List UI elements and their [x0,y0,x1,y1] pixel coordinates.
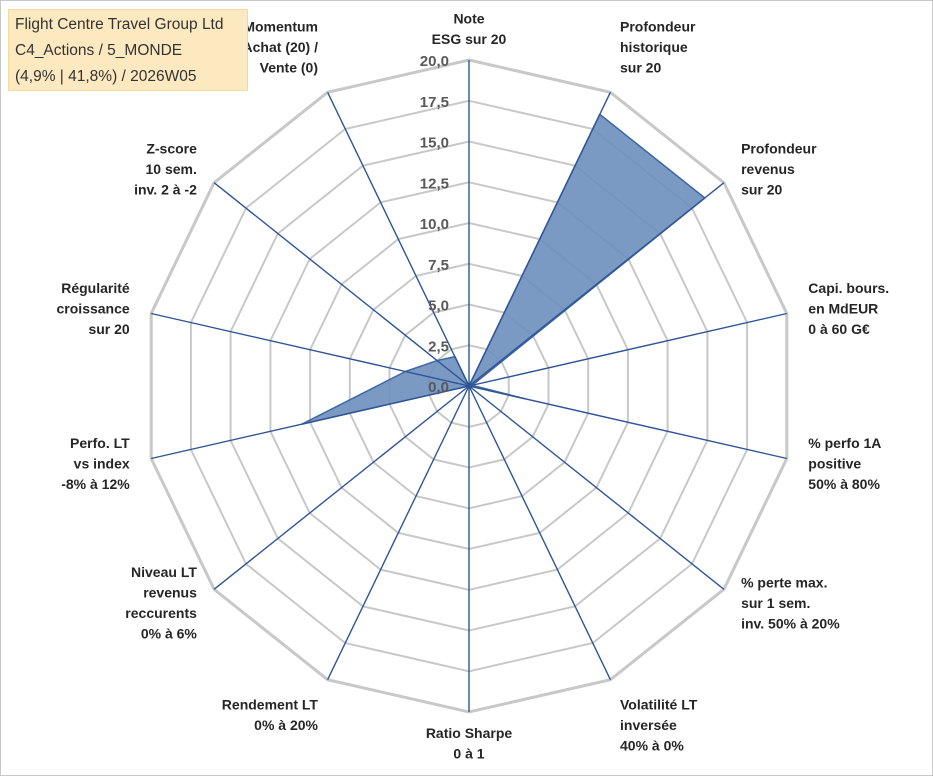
tick-label: 15,0 [420,135,449,152]
axis-label-line: Z-score [146,141,197,157]
axis-label-line: Perfo. LT [70,435,130,451]
axis-label: Note ESG sur 20 [432,11,507,48]
axis-label-line: revenus [741,161,795,177]
axis-label-line: sur 20 [620,60,661,76]
tick-label: 12,5 [420,175,449,192]
axis-label: % perte max. sur 1 sem. inv. 50% à 20% [741,575,840,632]
axis-label-line: Rendement LT [222,697,319,713]
radar-axis-labels: Note ESG sur 20 Profondeur historique sur 20… [57,11,890,762]
axis-label-line: Note [453,11,484,27]
axis-label-line: sur 1 sem. [741,595,810,611]
axis-label-line: croissance [57,301,130,317]
tick-label: 7,5 [428,257,449,274]
axis-label-line: inv. 50% à 20% [741,616,840,632]
portfolio-category: C4_Actions / 5_MONDE [15,42,183,59]
tick-label: 0,0 [428,379,449,396]
axis-label: Régularité croissance sur 20 [57,280,130,337]
axis-spoke [151,385,470,460]
axis-label: % perfo 1A positive 50% à 80% [808,435,881,492]
radar-axes [151,60,787,712]
axis-label-line: sur 20 [88,321,129,337]
axis-label-line: 0 à 60 G€ [808,321,870,337]
axis-label: Z-score 10 sem. inv. 2 à -2 [134,141,197,198]
axis-spoke [468,385,787,460]
axis-label: Perfo. LT vs index -8% à 12% [61,435,130,492]
axis-label-line: Volatilité LT [620,697,698,713]
axis-label-line: vs index [74,455,130,471]
radar-tick-labels: 0,0 2,5 5,0 7,5 10,0 12,5 15,0 17,5 20,0 [420,53,449,396]
axis-label: Momentum Achat (20) / Vente (0) [243,19,319,76]
axis-label-line: 0% à 20% [254,717,318,733]
axis-label-line: ESG sur 20 [432,31,507,47]
axis-label-line: Ratio Sharpe [426,725,513,741]
axis-label-line: 40% à 0% [620,738,684,754]
company-name: Flight Centre Travel Group Ltd [15,16,224,33]
axis-label: Ratio Sharpe 0 à 1 [426,725,513,762]
axis-spoke [468,312,787,387]
axis-spoke [468,182,725,387]
axis-label-line: % perte max. [741,575,827,591]
axis-label-line: positive [808,455,861,471]
axis-label-line: en MdEUR [808,301,878,317]
axis-label-line: Capi. bours. [808,280,889,296]
axis-label-line: Momentum [243,19,318,35]
tick-label: 20,0 [420,53,449,70]
axis-label: Profondeur revenus sur 20 [741,141,817,198]
axis-label-line: -8% à 12% [61,476,130,492]
axis-spoke [468,385,725,590]
axis-label-line: Achat (20) / [243,39,319,55]
axis-label-line: Profondeur [741,141,817,157]
axis-label-line: revenus [143,585,197,601]
axis-label-line: historique [620,39,688,55]
axis-label-line: 0% à 6% [141,626,198,642]
tick-label: 5,0 [428,298,449,315]
axis-label: Profondeur historique sur 20 [620,19,696,76]
axis-label-line: Niveau LT [131,564,197,580]
axis-label-line: reccurents [125,605,197,621]
axis-spoke [326,385,470,681]
axis-spoke [468,91,612,387]
axis-spoke [213,182,470,387]
axis-label-line: 50% à 80% [808,476,880,492]
axis-label-line: 0 à 1 [453,746,484,762]
axis-label-line: sur 20 [741,182,782,198]
axis-label-line: % perfo 1A [808,435,881,451]
axis-spoke [151,312,470,387]
axis-label-line: 10 sem. [146,161,197,177]
axis-label: Volatilité LT inversée 40% à 0% [620,697,698,754]
axis-label: Capi. bours. en MdEUR 0 à 60 G€ [808,280,889,337]
axis-label-line: inversée [620,717,677,733]
axis-label-line: Vente (0) [260,60,318,76]
axis-spoke [326,91,470,387]
weights-and-week: (4,9% | 41,8%) / 2026W05 [15,68,197,85]
axis-label: Niveau LT revenus reccurents 0% à 6% [125,564,197,642]
tick-label: 17,5 [420,94,449,111]
axis-label-line: Régularité [61,280,130,296]
axis-label-line: Profondeur [620,19,696,35]
axis-label: Rendement LT 0% à 20% [222,697,319,734]
axis-spoke [468,385,612,681]
info-box: Flight Centre Travel Group Ltd C4_Action… [8,9,248,91]
axis-spoke [213,385,470,590]
tick-label: 10,0 [420,216,449,233]
tick-label: 2,5 [428,338,449,355]
axis-label-line: inv. 2 à -2 [134,182,197,198]
